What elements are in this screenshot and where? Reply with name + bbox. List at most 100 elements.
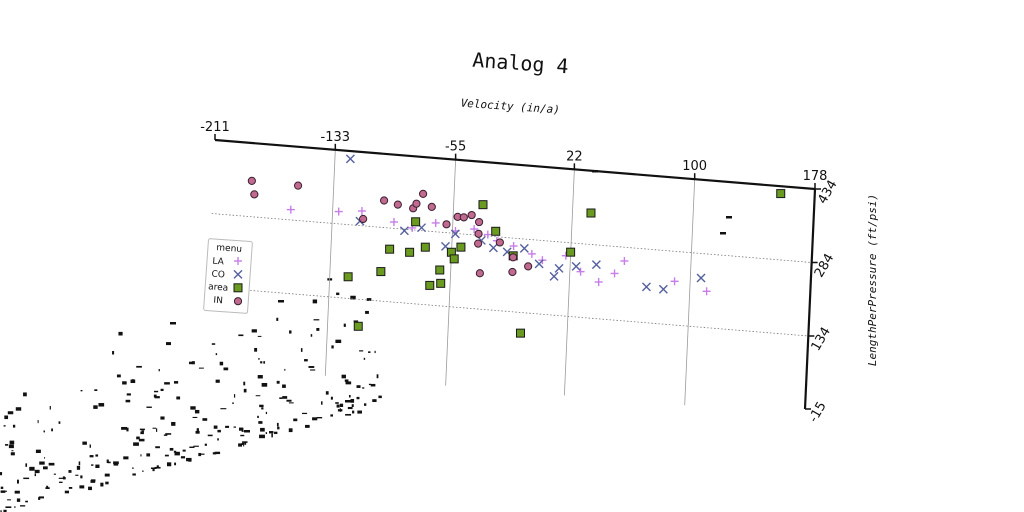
speckle: [265, 411, 268, 415]
speckle: [331, 345, 334, 349]
speckle: [217, 429, 221, 433]
x-grid-line-3: [684, 179, 696, 406]
speckle: [258, 358, 260, 360]
speckle: [104, 473, 110, 477]
speckle: [207, 434, 213, 437]
speckle: [17, 479, 19, 484]
speckle: [255, 395, 261, 397]
speckle: [166, 462, 172, 467]
speckle: [3, 509, 7, 512]
speckle: [51, 428, 53, 432]
speckle: [2, 490, 7, 492]
speckle: [316, 416, 323, 419]
speckle: [7, 499, 12, 501]
speckle: [116, 374, 121, 378]
data-point-in: [359, 214, 368, 224]
speckle: [138, 438, 145, 442]
speckle: [276, 380, 280, 384]
speckle: [125, 399, 131, 403]
speckle: [330, 396, 333, 400]
data-point-area: [436, 278, 446, 288]
speckle: [363, 403, 367, 406]
data-point-la: [509, 242, 518, 251]
data-point-area: [515, 328, 525, 338]
y-grid-line-0: [208, 286, 809, 337]
data-point-in: [247, 176, 256, 185]
speckle: [158, 368, 160, 372]
speckle: [301, 412, 308, 415]
speckle: [238, 443, 243, 447]
speckle: [62, 476, 65, 478]
speckle: [190, 406, 196, 410]
speckle: [350, 398, 355, 403]
speckle: [106, 459, 109, 464]
speckle: [12, 424, 16, 428]
data-point-co: [696, 273, 706, 283]
data-point-area: [343, 272, 353, 282]
speckle: [131, 467, 134, 469]
data-point-la: [389, 217, 398, 226]
data-point-co: [658, 284, 668, 294]
speckle: [160, 388, 164, 392]
data-point-area: [411, 217, 421, 227]
speckle: [176, 396, 181, 400]
speckle: [153, 394, 157, 398]
data-point-co: [641, 282, 651, 292]
speckle: [170, 322, 176, 325]
speckle: [75, 474, 79, 476]
y-axis-label: LengthPerPressure (ft/psi): [866, 194, 879, 366]
speckle: [239, 427, 244, 431]
speckle: [316, 327, 320, 331]
speckle: [351, 404, 354, 408]
speckle: [312, 417, 318, 421]
noise-speckles: [0, 170, 732, 512]
legend-marker-in: [233, 297, 243, 306]
speckle: [14, 490, 20, 494]
speckle: [16, 498, 21, 502]
speckle: [345, 413, 352, 416]
speckle: [348, 394, 351, 398]
speckle: [363, 357, 366, 360]
speckle: [113, 461, 119, 465]
speckle: [374, 350, 376, 354]
x-tick-label: -211: [200, 120, 230, 135]
speckle: [259, 434, 265, 439]
speckle: [0, 472, 3, 476]
speckle: [174, 451, 180, 456]
speckle: [343, 323, 346, 327]
speckle: [257, 375, 263, 379]
speckle: [257, 335, 262, 337]
speckle: [353, 320, 359, 322]
x-tick-label: 178: [803, 169, 828, 184]
speckle: [368, 383, 371, 386]
data-point-in: [509, 253, 518, 262]
speckle: [173, 450, 177, 453]
speckle: [259, 404, 264, 408]
speckle: [376, 374, 379, 379]
speckle: [173, 381, 179, 384]
data-point-la: [620, 256, 629, 265]
legend-box: [203, 238, 253, 314]
speckle: [215, 379, 220, 383]
speckle: [308, 366, 315, 368]
speckle: [112, 351, 115, 355]
speckle: [261, 407, 264, 410]
data-point-in: [393, 200, 402, 209]
speckle: [48, 462, 55, 466]
speckle: [45, 487, 50, 490]
speckle: [198, 452, 202, 457]
x-tick-label: -133: [321, 130, 351, 145]
speckle: [244, 430, 250, 433]
speckle: [372, 399, 377, 403]
speckle: [313, 319, 320, 321]
data-point-co: [591, 260, 601, 270]
x-grid-line-2: [563, 169, 575, 396]
speckle: [0, 510, 2, 512]
speckle: [196, 428, 199, 432]
speckle: [38, 497, 41, 500]
speckle: [169, 447, 174, 451]
legend-label: LA: [212, 257, 225, 268]
speckle: [344, 379, 349, 382]
speckle: [365, 310, 369, 314]
